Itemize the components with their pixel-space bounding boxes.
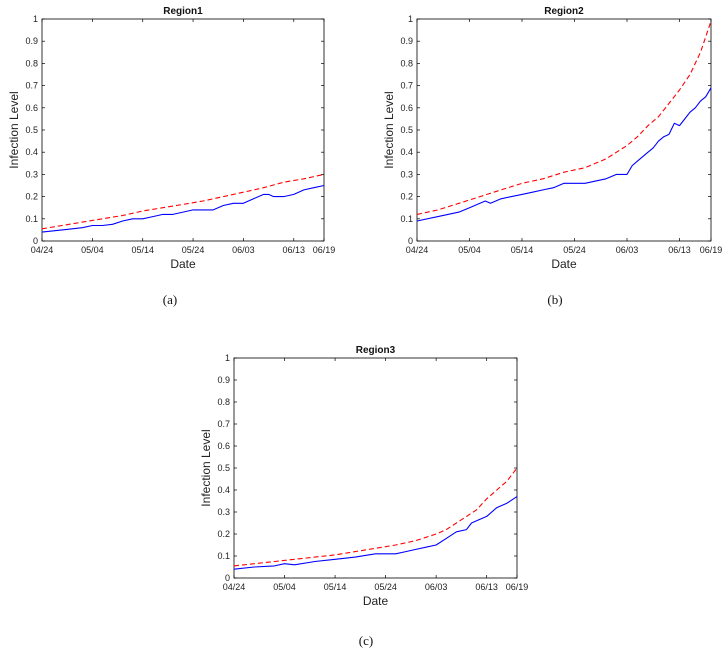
- plot-frame: [41, 18, 325, 242]
- figure-caption: (c): [359, 633, 373, 648]
- x-tick-label: 06/13: [668, 245, 691, 255]
- y-tick-label: 0.5: [400, 125, 413, 135]
- y-tick-label: 0.3: [217, 507, 230, 517]
- x-tick-label: 05/24: [563, 245, 586, 255]
- y-tick-label: 0.5: [217, 463, 230, 473]
- chart-panel-region3: 0 0.1 0.2 0.3 0.4 0.5 0.6 0.7 0.8 0.9 1 04/24 05/04 0…: [199, 345, 529, 648]
- y-tick-label: 1: [225, 353, 230, 363]
- plot-frame: [233, 357, 518, 579]
- x-tick-label: 06/03: [425, 582, 448, 592]
- y-tick-label: 0.9: [217, 375, 230, 385]
- x-tick-label: 05/24: [374, 582, 397, 592]
- y-tick-label: 0: [225, 573, 230, 583]
- y-tick-label: 0.8: [25, 58, 38, 68]
- y-tick-label: 0.1: [217, 551, 230, 561]
- series-line-solid: [41, 184, 325, 233]
- y-tick-label: 0.5: [25, 125, 38, 135]
- x-tick-label: 04/24: [223, 582, 246, 592]
- series-line-dashed: [41, 173, 325, 230]
- x-tick-label: 05/14: [131, 245, 154, 255]
- x-tick-label: 05/04: [458, 245, 481, 255]
- y-tick-label: 0.9: [25, 36, 38, 46]
- y-tick-label: 0.4: [400, 147, 413, 157]
- figure-caption: (a): [163, 292, 177, 307]
- x-tick-label: 06/13: [283, 245, 306, 255]
- series-line-dashed: [416, 21, 712, 215]
- x-tick-label: 05/14: [511, 245, 534, 255]
- x-tick-label: 06/03: [232, 245, 255, 255]
- y-tick-label: 1: [33, 14, 38, 24]
- chart-panel-region1: 0 0.1 0.2 0.3 0.4 0.5 0.6 0.7 0.8 0.9 1 04/24 05/04 0…: [7, 6, 336, 307]
- x-tick-label: 06/03: [616, 245, 639, 255]
- y-tick-label: 0: [33, 236, 38, 246]
- x-tick-label: 05/04: [273, 582, 296, 592]
- y-tick-label: 0.4: [25, 147, 38, 157]
- x-tick-label: 05/04: [81, 245, 104, 255]
- y-axis-label: Infection Level: [199, 429, 213, 506]
- x-axis-label: Date: [170, 257, 196, 271]
- chart-title: Region2: [544, 6, 584, 17]
- y-tick-label: 0.1: [25, 214, 38, 224]
- chart-panel-region2: 0 0.1 0.2 0.3 0.4 0.5 0.6 0.7 0.8 0.9 1 04/24 05/04 0…: [382, 6, 723, 307]
- y-tick-label: 0.6: [400, 103, 413, 113]
- x-tick-label: 05/14: [324, 582, 347, 592]
- y-tick-label: 0.2: [25, 192, 38, 202]
- y-tick-label: 0.7: [217, 419, 230, 429]
- chart-title: Region1: [163, 6, 203, 17]
- x-tick-label: 05/24: [182, 245, 205, 255]
- y-tick-label: 0.3: [25, 169, 38, 179]
- y-tick-label: 0.2: [217, 529, 230, 539]
- y-tick-label: 0.3: [400, 169, 413, 179]
- x-tick-label: 06/19: [313, 245, 336, 255]
- y-axis-label: Infection Level: [7, 91, 21, 168]
- x-axis-label: Date: [551, 257, 577, 271]
- x-tick-label: 06/19: [506, 582, 529, 592]
- y-tick-label: 0.8: [217, 397, 230, 407]
- plot-frame: [416, 18, 712, 242]
- series-line-dashed: [233, 467, 518, 567]
- x-axis-label: Date: [363, 594, 389, 608]
- y-tick-label: 0.6: [25, 103, 38, 113]
- y-tick-label: 0.2: [400, 192, 413, 202]
- y-tick-label: 0.9: [400, 36, 413, 46]
- x-tick-label: 04/24: [31, 245, 54, 255]
- chart-title: Region3: [356, 345, 396, 356]
- x-tick-label: 06/19: [700, 245, 723, 255]
- x-tick-label: 06/13: [475, 582, 498, 592]
- figure-caption: (b): [547, 292, 562, 307]
- y-tick-label: 1: [408, 14, 413, 24]
- x-tick-label: 04/24: [406, 245, 429, 255]
- y-tick-label: 0.7: [25, 81, 38, 91]
- y-tick-label: 0: [408, 236, 413, 246]
- y-tick-label: 0.6: [217, 441, 230, 451]
- series-line-solid: [416, 87, 712, 222]
- y-tick-label: 0.7: [400, 81, 413, 91]
- y-tick-label: 0.4: [217, 485, 230, 495]
- series-line-solid: [233, 496, 518, 570]
- y-tick-label: 0.1: [400, 214, 413, 224]
- y-axis-label: Infection Level: [382, 91, 396, 168]
- y-tick-label: 0.8: [400, 58, 413, 68]
